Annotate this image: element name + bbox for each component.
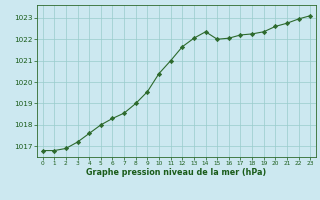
X-axis label: Graphe pression niveau de la mer (hPa): Graphe pression niveau de la mer (hPa) [86,168,267,177]
